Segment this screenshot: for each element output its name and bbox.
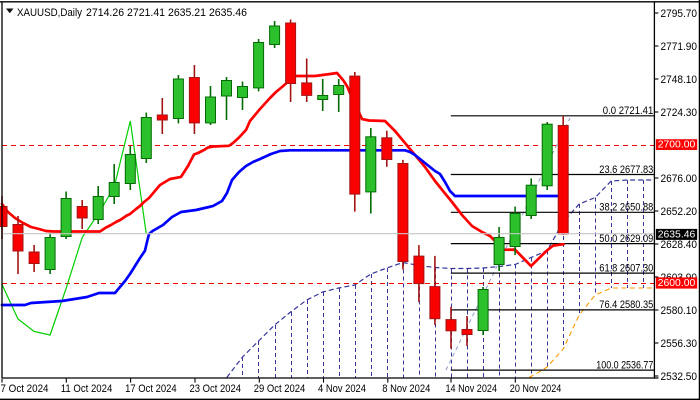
svg-text:17 Oct 2024: 17 Oct 2024 xyxy=(125,383,177,395)
svg-text:2600.00: 2600.00 xyxy=(658,278,696,289)
svg-text:2652.20: 2652.20 xyxy=(661,206,698,218)
svg-text:2532.50: 2532.50 xyxy=(661,371,698,383)
svg-text:7 Oct 2024: 7 Oct 2024 xyxy=(1,383,49,395)
svg-text:8 Nov 2024: 8 Nov 2024 xyxy=(382,383,430,395)
svg-text:61.8 2607.30: 61.8 2607.30 xyxy=(599,262,653,274)
svg-text:14 Nov 2024: 14 Nov 2024 xyxy=(446,383,498,395)
svg-text:4 Nov 2024: 4 Nov 2024 xyxy=(318,383,366,395)
svg-text:11 Oct 2024: 11 Oct 2024 xyxy=(61,383,113,395)
svg-text:29 Oct 2024: 29 Oct 2024 xyxy=(254,383,306,395)
svg-text:23 Oct 2024: 23 Oct 2024 xyxy=(190,383,242,395)
svg-text:2714.26 2721.41 2635.21 2635.4: 2714.26 2721.41 2635.21 2635.46 xyxy=(86,7,247,19)
svg-text:2771.90: 2771.90 xyxy=(661,41,698,53)
svg-text:76.4 2580.35: 76.4 2580.35 xyxy=(599,299,653,311)
svg-text:2724.30: 2724.30 xyxy=(661,107,698,119)
svg-text:100.0 2536.77: 100.0 2536.77 xyxy=(596,359,653,371)
svg-text:2580.10: 2580.10 xyxy=(661,305,698,317)
svg-text:XAUUSD,Daily: XAUUSD,Daily xyxy=(17,7,82,19)
svg-text:2748.10: 2748.10 xyxy=(661,74,698,86)
svg-text:2635.46: 2635.46 xyxy=(658,230,696,241)
svg-text:0.0 2721.41: 0.0 2721.41 xyxy=(603,105,654,117)
svg-text:38.2 2650.88: 38.2 2650.88 xyxy=(599,202,653,214)
svg-text:50.0 2629.09: 50.0 2629.09 xyxy=(599,233,653,245)
svg-text:2700.00: 2700.00 xyxy=(658,140,696,151)
svg-text:2676.00: 2676.00 xyxy=(661,173,698,185)
svg-text:20 Nov 2024: 20 Nov 2024 xyxy=(510,383,562,395)
svg-text:2556.30: 2556.30 xyxy=(661,338,698,350)
svg-text:23.6 2677.83: 23.6 2677.83 xyxy=(599,164,653,176)
svg-text:2628.40: 2628.40 xyxy=(661,239,698,251)
svg-text:2795.70: 2795.70 xyxy=(661,8,698,20)
